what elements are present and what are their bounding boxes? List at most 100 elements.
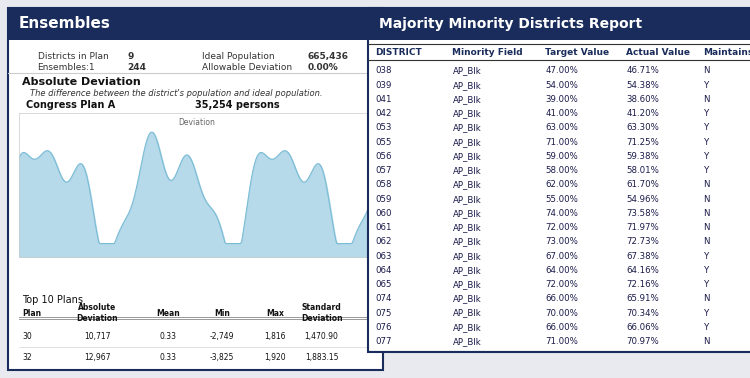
Text: N: N	[704, 67, 710, 76]
FancyBboxPatch shape	[368, 8, 750, 352]
Text: 64.16%: 64.16%	[626, 266, 659, 275]
Text: Ideal Population: Ideal Population	[202, 52, 275, 61]
Text: 66.00%: 66.00%	[545, 323, 578, 332]
Text: AP_Blk: AP_Blk	[452, 124, 482, 132]
Text: 59.00%: 59.00%	[545, 152, 578, 161]
Text: 244: 244	[128, 63, 146, 72]
Text: AP_Blk: AP_Blk	[452, 138, 482, 147]
FancyBboxPatch shape	[8, 8, 382, 40]
Text: N: N	[704, 95, 710, 104]
Text: 065: 065	[375, 280, 392, 289]
Text: AP_Blk: AP_Blk	[452, 67, 482, 76]
Text: 72.00%: 72.00%	[545, 223, 578, 232]
Text: -2,749: -2,749	[209, 332, 234, 341]
Text: Top 10 Plans: Top 10 Plans	[22, 295, 83, 305]
Text: Allowable Deviation: Allowable Deviation	[202, 63, 292, 72]
Text: 71.25%: 71.25%	[626, 138, 659, 147]
Text: 71.97%: 71.97%	[626, 223, 659, 232]
Text: Y: Y	[704, 280, 709, 289]
Text: AP_Blk: AP_Blk	[452, 237, 482, 246]
Text: 65.91%: 65.91%	[626, 294, 659, 304]
Text: 55.00%: 55.00%	[545, 195, 578, 204]
Text: 058: 058	[375, 180, 392, 189]
Text: 41.20%: 41.20%	[626, 109, 659, 118]
Text: 58.00%: 58.00%	[545, 166, 578, 175]
Text: AP_Blk: AP_Blk	[452, 152, 482, 161]
Text: Standard
Deviation: Standard Deviation	[301, 304, 342, 323]
Text: 67.38%: 67.38%	[626, 252, 659, 260]
Text: 074: 074	[375, 294, 392, 304]
Text: Y: Y	[704, 308, 709, 318]
Text: Mean: Mean	[157, 308, 180, 318]
Text: AP_Blk: AP_Blk	[452, 337, 482, 346]
Text: 057: 057	[375, 166, 392, 175]
Text: 54.00%: 54.00%	[545, 81, 578, 90]
Text: 1,816: 1,816	[265, 332, 286, 341]
Text: Ensembles: Ensembles	[19, 16, 111, 31]
Text: AP_Blk: AP_Blk	[452, 252, 482, 260]
FancyBboxPatch shape	[368, 8, 750, 40]
Text: 32: 32	[22, 353, 32, 363]
Text: 038: 038	[375, 67, 392, 76]
Text: Max: Max	[266, 308, 284, 318]
Text: 062: 062	[375, 237, 392, 246]
Text: 059: 059	[375, 195, 392, 204]
Text: AP_Blk: AP_Blk	[452, 294, 482, 304]
Text: Minority Field: Minority Field	[452, 48, 523, 57]
Text: 056: 056	[375, 152, 392, 161]
Text: 075: 075	[375, 308, 392, 318]
Text: 46.71%: 46.71%	[626, 67, 659, 76]
Text: 077: 077	[375, 337, 392, 346]
Text: N: N	[704, 180, 710, 189]
Text: 71.00%: 71.00%	[545, 138, 578, 147]
Text: 74.00%: 74.00%	[545, 209, 578, 218]
Text: 0.00%: 0.00%	[308, 63, 338, 72]
Text: 70.97%: 70.97%	[626, 337, 659, 346]
Text: N: N	[704, 237, 710, 246]
Text: 041: 041	[375, 95, 392, 104]
Text: 54.38%: 54.38%	[626, 81, 659, 90]
Text: N: N	[704, 294, 710, 304]
Text: The difference between the district's population and ideal population.: The difference between the district's po…	[30, 89, 322, 98]
Text: 039: 039	[375, 81, 392, 90]
Text: 41.00%: 41.00%	[545, 109, 578, 118]
Text: AP_Blk: AP_Blk	[452, 166, 482, 175]
Text: N: N	[704, 209, 710, 218]
Text: 665,436: 665,436	[308, 52, 349, 61]
Text: AP_Blk: AP_Blk	[452, 209, 482, 218]
Text: N: N	[704, 337, 710, 346]
Text: AP_Blk: AP_Blk	[452, 223, 482, 232]
Text: AP_Blk: AP_Blk	[452, 266, 482, 275]
Text: 67.00%: 67.00%	[545, 252, 578, 260]
Text: 053: 053	[375, 124, 392, 132]
Text: 055: 055	[375, 138, 392, 147]
Text: 0.33: 0.33	[160, 353, 177, 363]
Text: 064: 064	[375, 266, 392, 275]
Text: Y: Y	[704, 323, 709, 332]
Text: 061: 061	[375, 223, 392, 232]
Text: 9: 9	[128, 52, 134, 61]
Text: Deviation: Deviation	[178, 118, 215, 127]
FancyBboxPatch shape	[8, 8, 382, 370]
Text: 63.30%: 63.30%	[626, 124, 659, 132]
Text: 70.34%: 70.34%	[626, 308, 659, 318]
Text: 076: 076	[375, 323, 392, 332]
Text: AP_Blk: AP_Blk	[452, 195, 482, 204]
Text: N: N	[704, 223, 710, 232]
Text: Y: Y	[704, 152, 709, 161]
Text: Min: Min	[214, 308, 230, 318]
Text: Maintains*: Maintains*	[704, 48, 750, 57]
Text: 64.00%: 64.00%	[545, 266, 578, 275]
Text: Absolute
Deviation: Absolute Deviation	[76, 304, 118, 323]
Text: 063: 063	[375, 252, 392, 260]
Text: 1,470.90: 1,470.90	[304, 332, 338, 341]
Text: AP_Blk: AP_Blk	[452, 95, 482, 104]
Text: Y: Y	[704, 252, 709, 260]
Text: AP_Blk: AP_Blk	[452, 109, 482, 118]
Text: 72.16%: 72.16%	[626, 280, 659, 289]
Text: Majority Minority Districts Report: Majority Minority Districts Report	[379, 17, 642, 31]
Text: AP_Blk: AP_Blk	[452, 280, 482, 289]
Text: Y: Y	[704, 166, 709, 175]
Text: DISTRICT: DISTRICT	[375, 48, 422, 57]
Text: 060: 060	[375, 209, 392, 218]
